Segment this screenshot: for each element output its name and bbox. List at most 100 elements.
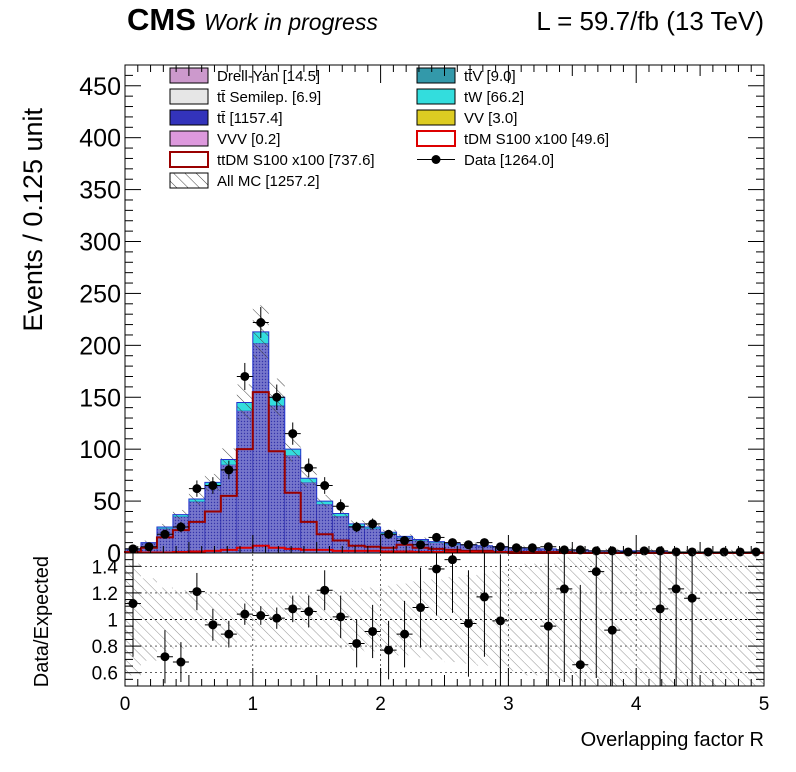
ratio-panel: 0.6 0.8 1 1.2 1.4 0 1 2 3 4 5 Data/Expected Overl…	[31, 65, 769, 751]
y-tick-label: 150	[79, 384, 121, 412]
ratio-y-tick-label: 1.2	[92, 584, 118, 605]
legend-label: tt̄V [9.0]	[464, 68, 516, 85]
data-point	[240, 371, 250, 381]
ratio-point	[224, 629, 234, 639]
legend-label: tW [66.2]	[464, 89, 524, 106]
ttbar-bar	[252, 342, 270, 554]
ratio-point	[208, 620, 218, 630]
ttbar-bar	[364, 528, 381, 554]
ratio-y-tick-label: 1.4	[92, 557, 119, 578]
ratio-point	[463, 618, 473, 628]
ttbar-bar	[300, 482, 318, 554]
ratio-points	[125, 553, 701, 686]
ratio-point	[304, 607, 314, 617]
ratio-point	[447, 555, 457, 565]
ratio-point	[559, 584, 569, 594]
legend-swatch	[169, 172, 209, 189]
y-tick-label: 100	[79, 436, 121, 464]
data-point	[400, 536, 410, 546]
y-tick-label: 50	[93, 488, 121, 516]
ratio-point	[687, 593, 697, 603]
ratio-band-bin	[524, 563, 541, 676]
data-point	[447, 538, 457, 548]
data-point	[352, 522, 362, 532]
ratio-band-bin	[716, 553, 733, 686]
ratio-y-ticks: 0.6 0.8 1 1.2 1.4	[92, 557, 764, 685]
data-point	[336, 501, 346, 511]
main-y-axis-title: Events / 0.125 unit	[18, 108, 48, 332]
ratio-point	[352, 638, 362, 648]
y-tick-label: 300	[79, 229, 121, 257]
ttbar-bar	[284, 455, 302, 554]
ratio-point	[400, 629, 410, 639]
data-point	[208, 481, 218, 491]
ratio-point	[432, 564, 442, 574]
legend-label: Drell-Yan [14.5]	[217, 68, 320, 85]
data-point	[176, 522, 186, 532]
data-point	[384, 529, 394, 539]
data-point	[416, 540, 426, 550]
x-axis-title: Overlapping factor R	[581, 729, 764, 751]
y-tick-label: 400	[79, 125, 121, 153]
x-tick-label: 3	[503, 694, 514, 715]
ratio-band-bin	[140, 578, 157, 661]
ratio-point	[479, 592, 489, 602]
ttbar-bar	[204, 485, 222, 554]
ratio-point	[543, 621, 553, 631]
legend-label: tt̄ [1157.4]	[217, 110, 283, 127]
legend-swatch	[416, 130, 456, 147]
data-point	[272, 392, 282, 402]
ratio-x-ticks: 0 1 2 3 4 5	[120, 65, 770, 715]
ratio-point	[495, 616, 505, 626]
data-point	[224, 465, 234, 475]
x-tick-label: 2	[375, 694, 386, 715]
ratio-y-tick-label: 0.8	[92, 637, 118, 658]
ttbar-bar	[188, 501, 206, 554]
ratio-point	[160, 652, 170, 662]
x-tick-label: 4	[631, 694, 642, 715]
ratio-point	[336, 612, 346, 622]
ttbar-bar	[268, 405, 286, 554]
ratio-band-bin	[620, 553, 637, 686]
legend-swatch	[169, 109, 209, 126]
data-point	[527, 543, 537, 553]
cms-label: CMS	[127, 2, 196, 37]
legend-swatch	[169, 88, 209, 105]
ratio-point	[176, 657, 186, 667]
ratio-point	[256, 611, 266, 621]
legend-label: VVV [0.2]	[217, 131, 280, 148]
ratio-band-bin	[316, 592, 333, 647]
data-point	[256, 317, 266, 327]
legend-label: tDM S100 x100 [49.6]	[464, 131, 609, 148]
data-point	[288, 429, 298, 439]
data-point	[575, 545, 585, 555]
data-point	[543, 542, 553, 552]
y-tick-label: 350	[79, 177, 121, 205]
data-point	[463, 540, 473, 550]
ratio-y-tick-label: 1	[107, 611, 118, 632]
y-tick-label: 250	[79, 280, 121, 308]
legend-swatch	[416, 67, 456, 84]
data-point	[495, 542, 505, 552]
legend-label: tt̄ Semilep. [6.9]	[217, 89, 321, 106]
ratio-uncertainty-band	[125, 553, 764, 686]
x-tick-label: 5	[759, 694, 770, 715]
y-tick-label: 200	[79, 332, 121, 360]
x-tick-label: 0	[120, 694, 131, 715]
legend-label: VV [3.0]	[464, 110, 517, 127]
data-point	[160, 529, 170, 539]
ttbar-bar	[236, 410, 254, 554]
legend-swatch	[169, 151, 209, 168]
ratio-point	[272, 613, 282, 623]
x-tick-label: 1	[248, 694, 259, 715]
ratio-point	[607, 625, 617, 635]
main-bars	[124, 305, 765, 554]
ratio-point	[288, 604, 298, 614]
ttbar-bar	[332, 515, 349, 554]
ratio-point	[671, 584, 681, 594]
legend: Drell-Yan [14.5] tt̄V [9.0] tt̄ Semilep. […	[169, 67, 609, 190]
ratio-band-bin	[188, 592, 205, 647]
work-in-progress-label: Work in progress	[204, 9, 378, 35]
ratio-point	[368, 626, 378, 636]
